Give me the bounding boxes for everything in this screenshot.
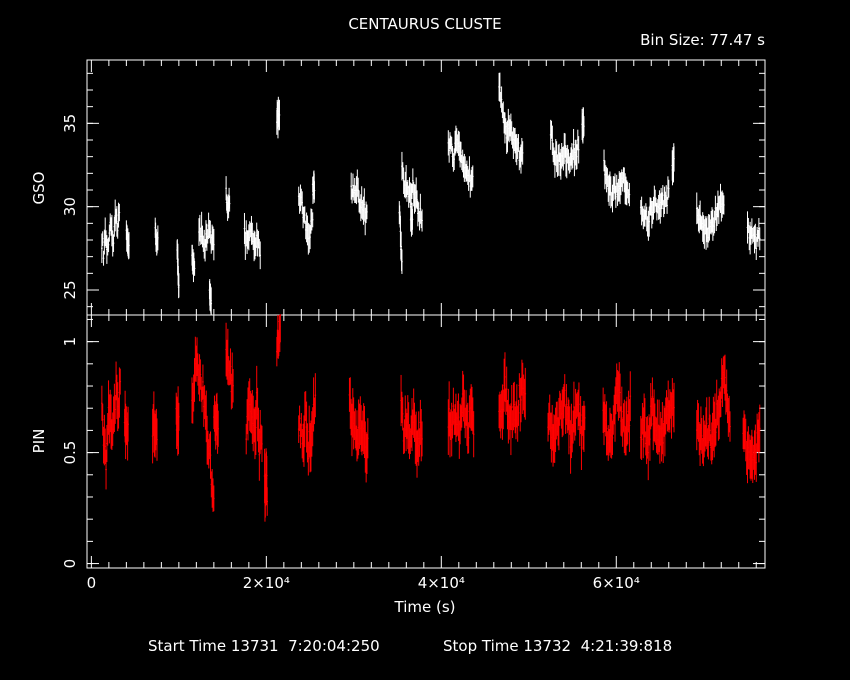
pin-axis-label: PIN	[30, 429, 48, 454]
pin-y-tick-label: 0	[61, 559, 79, 569]
pin-panel: PIN 00.51	[30, 314, 766, 569]
pin-y-tick-label: 0.5	[61, 441, 79, 465]
x-tick-label: 6×10⁴	[593, 574, 640, 592]
stop-time-label: Stop Time 13732 4:21:39:818	[443, 637, 672, 655]
x-tick-label: 2×10⁴	[243, 574, 290, 592]
pin-y-tick-label: 1	[61, 337, 79, 347]
gso-panel: GSO 25 30 35	[30, 59, 766, 316]
gso-axis-label: GSO	[30, 172, 48, 205]
x-tick-labels: 0 2×10⁴ 4×10⁴ 6×10⁴	[87, 574, 640, 592]
pin-series	[101, 314, 761, 522]
gso-y-tick-label: 30	[61, 197, 79, 216]
bin-size-label: Bin Size: 77.47 s	[640, 31, 765, 49]
x-tick-label: 4×10⁴	[418, 574, 465, 592]
gso-axis-ticks: 25 30 35	[61, 60, 765, 315]
x-axis-label: Time (s)	[394, 598, 456, 616]
x-tick-label: 0	[87, 574, 97, 592]
chart-title: CENTAURUS CLUSTE	[348, 15, 501, 33]
gso-y-tick-label: 25	[61, 280, 79, 299]
start-time-label: Start Time 13731 7:20:04:250	[148, 637, 380, 655]
gso-series	[101, 72, 761, 315]
pin-axis-ticks: 00.51	[61, 315, 765, 568]
gso-y-tick-label: 35	[61, 114, 79, 133]
pin-panel-frame	[86, 314, 766, 569]
